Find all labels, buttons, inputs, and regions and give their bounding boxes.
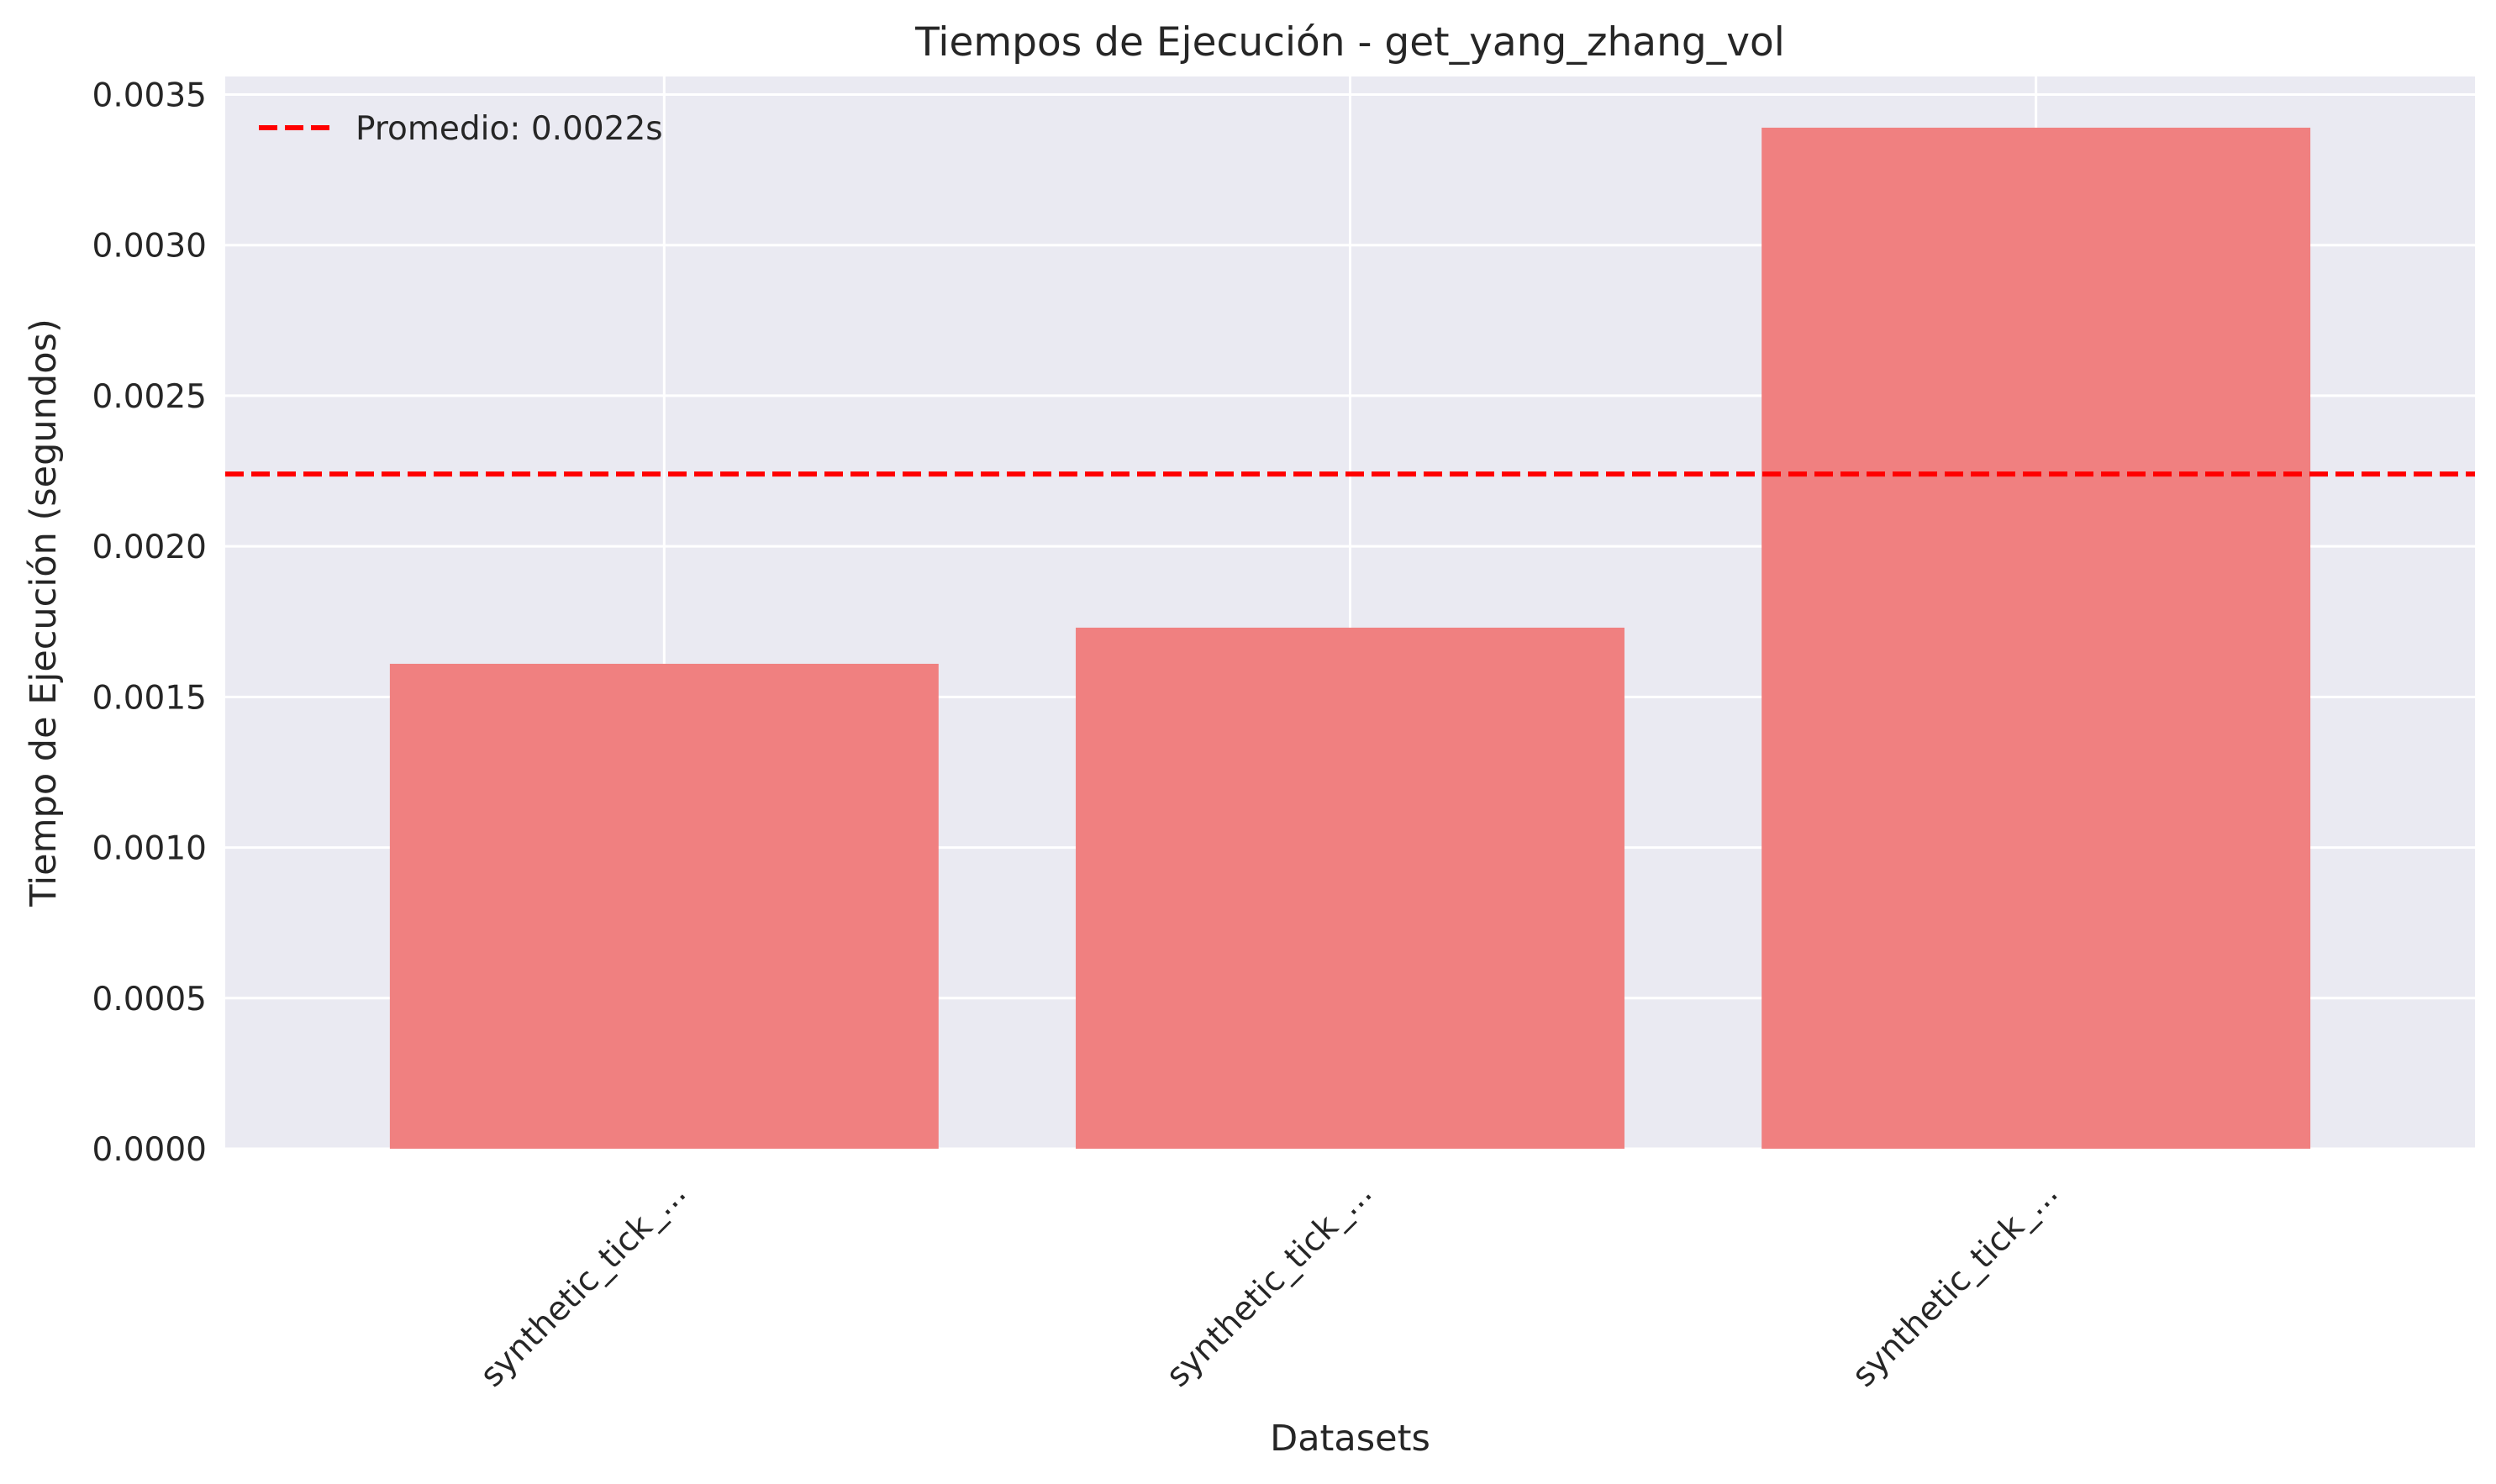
y-tick-label: 0.0020 [92,529,207,566]
bar [1076,627,1625,1149]
x-tick-label: synthetic_tick_... [1159,1174,1379,1394]
y-tick-label: 0.0025 [92,378,207,416]
legend-label: Promedio: 0.0022s [355,110,663,148]
y-tick-label: 0.0000 [92,1131,207,1169]
y-axis-ticks: 0.0000 0.0005 0.0010 0.0015 0.0020 0.0025 0.00… [92,77,207,1169]
bars [389,127,2311,1149]
y-tick-label: 0.0030 [92,228,207,266]
legend: Promedio: 0.0022s [259,110,663,148]
y-tick-label: 0.0035 [92,77,207,115]
y-tick-label: 0.0010 [92,830,207,868]
bar [389,663,939,1149]
chart-title: Tiempos de Ejecución - get_yang_zhang_vo… [914,19,1785,66]
x-tick-label: synthetic_tick_... [1845,1174,2065,1394]
x-axis-ticks: synthetic_tick_... synthetic_tick_... synt… [473,1174,2066,1394]
x-tick-label: synthetic_tick_... [473,1174,693,1394]
y-tick-label: 0.0015 [92,679,207,717]
y-tick-label: 0.0005 [92,981,207,1018]
x-axis-label: Datasets [1270,1418,1430,1460]
bar [1761,127,2311,1149]
y-axis-label: Tiempo de Ejecución (segundos) [23,318,65,907]
